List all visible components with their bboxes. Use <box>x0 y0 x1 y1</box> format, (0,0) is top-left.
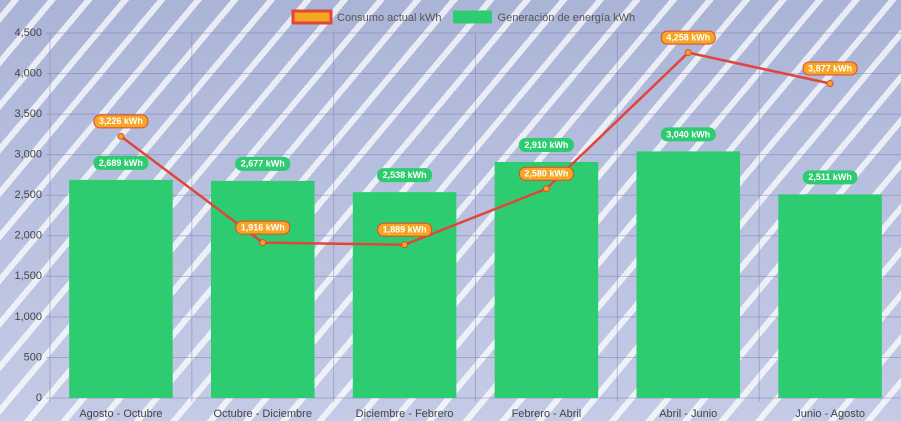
value-label: 2,910 kWh <box>524 140 568 150</box>
y-tick-label: 0 <box>36 392 42 404</box>
value-label-bg <box>377 222 433 237</box>
value-label-bg <box>518 137 574 152</box>
value-label: 3,226 kWh <box>99 116 143 126</box>
y-tick-label: 500 <box>24 351 42 363</box>
bar <box>210 180 315 398</box>
point <box>542 185 550 193</box>
value-label-bg <box>235 220 291 235</box>
x-tick-label: Agosto - Octubre <box>79 408 162 420</box>
x-tick-label: Diciembre - Febrero <box>356 408 454 420</box>
value-label-bg <box>93 114 149 129</box>
y-tick-label: 2,500 <box>14 189 42 201</box>
value-label: 1,889 kWh <box>383 225 427 235</box>
point <box>117 132 125 140</box>
legend-swatch <box>453 10 493 24</box>
value-label: 1,916 kWh <box>241 222 285 232</box>
value-label-bg <box>93 155 149 170</box>
point <box>401 241 409 249</box>
y-tick-label: 3,000 <box>14 149 42 161</box>
bar <box>69 179 173 398</box>
point <box>259 239 267 247</box>
value-label-bg <box>802 170 858 185</box>
y-tick-label: 4,000 <box>14 67 42 79</box>
value-label: 2,538 kWh <box>383 170 427 180</box>
value-label: 2,511 kWh <box>808 172 852 182</box>
y-tick-label: 4,500 <box>14 27 42 39</box>
value-label: 3,877 kWh <box>808 63 852 73</box>
legend-label: Generación de energía kWh <box>498 12 636 24</box>
y-tick-label: 2,000 <box>14 230 42 242</box>
legend-swatch <box>291 9 333 25</box>
bar <box>778 194 882 398</box>
x-tick-label: Octubre - Diciembre <box>214 408 312 420</box>
bar <box>636 151 741 398</box>
value-label-bg <box>518 166 574 181</box>
x-tick-label: Abril - Junio <box>659 408 717 420</box>
legend-label: Consumo actual kWh <box>337 12 442 24</box>
y-tick-label: 3,500 <box>14 108 42 120</box>
value-label-bg <box>377 168 433 183</box>
value-label: 2,689 kWh <box>99 158 143 168</box>
value-label: 3,040 kWh <box>666 129 710 139</box>
value-label: 2,580 kWh <box>524 169 568 179</box>
value-label: 2,677 kWh <box>241 159 285 169</box>
y-tick-label: 1,000 <box>14 311 42 323</box>
point <box>826 80 834 88</box>
bar <box>494 161 599 398</box>
point <box>684 49 692 57</box>
value-label-bg <box>660 30 716 45</box>
value-label-bg <box>802 61 858 76</box>
x-tick-label: Junio - Agosto <box>795 408 865 420</box>
value-label-bg <box>235 156 291 171</box>
value-label: 4,258 kWh <box>666 33 710 43</box>
x-tick-label: Febrero - Abril <box>512 408 582 420</box>
value-label-bg <box>660 127 716 142</box>
y-tick-label: 1,500 <box>14 270 42 282</box>
